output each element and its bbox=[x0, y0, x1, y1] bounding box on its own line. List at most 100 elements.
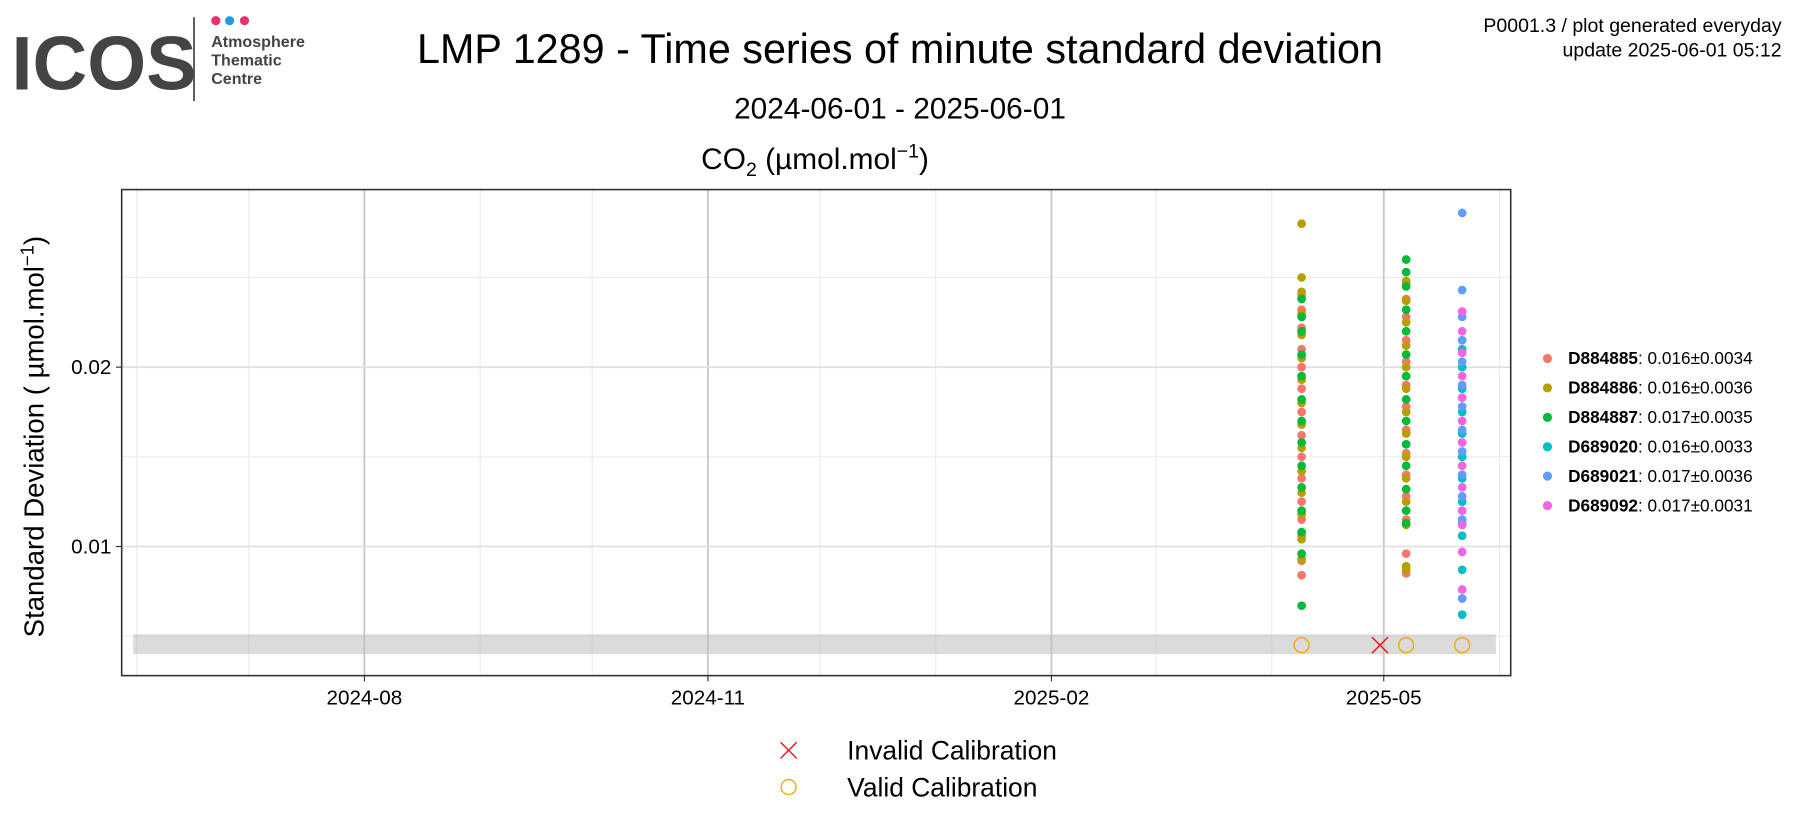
logo-line: Atmosphere bbox=[211, 33, 305, 51]
data-point bbox=[1401, 371, 1411, 381]
data-point bbox=[1297, 430, 1306, 440]
data-point bbox=[1297, 371, 1306, 381]
data-point bbox=[1401, 267, 1411, 277]
legend-name: D689021 bbox=[1568, 466, 1638, 486]
data-point bbox=[1401, 326, 1411, 336]
data-point bbox=[1457, 610, 1467, 620]
data-point bbox=[1297, 452, 1306, 462]
panel-title-part: (µmol.mol bbox=[757, 143, 897, 176]
data-point bbox=[1297, 395, 1306, 404]
data-point bbox=[1297, 601, 1306, 611]
data-point bbox=[1457, 208, 1467, 218]
data-point bbox=[1297, 384, 1306, 394]
y-label-part: ) bbox=[19, 236, 50, 245]
data-point bbox=[1401, 506, 1411, 515]
data-point bbox=[1457, 371, 1467, 381]
note: update 2025-06-01 05:12 bbox=[1563, 39, 1782, 61]
legend-label: D884885: 0.016±0.0034 bbox=[1568, 348, 1753, 368]
data-point bbox=[1297, 438, 1306, 447]
data-point bbox=[1297, 326, 1306, 336]
legend-summary: : 0.017±0.0031 bbox=[1638, 495, 1753, 515]
legend-swatch bbox=[1542, 383, 1553, 393]
legend-name: D884887 bbox=[1568, 407, 1638, 427]
data-point bbox=[1457, 531, 1467, 541]
panel-title: CO2 (µmol.mol−1) bbox=[701, 140, 929, 180]
note: P0001.3 / plot generated everyday bbox=[1483, 15, 1781, 37]
data-point bbox=[1401, 350, 1411, 359]
data-point bbox=[1457, 438, 1467, 447]
legend-swatch bbox=[1542, 412, 1553, 422]
data-point bbox=[1401, 317, 1411, 327]
data-point bbox=[1401, 549, 1411, 559]
data-point bbox=[1297, 461, 1306, 471]
plot-background bbox=[121, 189, 1511, 676]
data-point bbox=[1401, 473, 1411, 483]
data-point bbox=[1297, 549, 1306, 559]
logo-line: Centre bbox=[211, 70, 262, 88]
data-point bbox=[1297, 407, 1306, 417]
data-point bbox=[1457, 470, 1467, 480]
data-point bbox=[1457, 565, 1467, 575]
legend-swatch bbox=[1542, 353, 1553, 364]
data-point bbox=[1297, 287, 1306, 297]
data-point bbox=[1457, 285, 1467, 295]
legend-name: D884885 bbox=[1568, 348, 1638, 368]
legend-summary: : 0.016±0.0034 bbox=[1638, 348, 1753, 368]
legend-label: D689092: 0.017±0.0031 bbox=[1568, 495, 1753, 515]
legend-swatch bbox=[1542, 471, 1553, 481]
data-point bbox=[1297, 350, 1306, 359]
logo-dot bbox=[225, 16, 235, 26]
data-point bbox=[1297, 219, 1306, 229]
legend-label: Invalid Calibration bbox=[847, 735, 1057, 765]
y-label-part: Standard Deviation ( µmol.mol bbox=[19, 266, 50, 637]
y-tick-label: 0.01 bbox=[71, 535, 111, 558]
data-point bbox=[1457, 506, 1467, 515]
data-point bbox=[1401, 255, 1411, 264]
legend-name: D689092 bbox=[1568, 495, 1638, 515]
data-point bbox=[1457, 402, 1467, 411]
data-point bbox=[1401, 296, 1411, 306]
logo-dot bbox=[211, 16, 221, 26]
logo-line: Thematic bbox=[211, 51, 282, 69]
data-point bbox=[1401, 461, 1411, 471]
data-point bbox=[1457, 348, 1467, 358]
x-tick-label: 2024-08 bbox=[327, 686, 403, 709]
data-point bbox=[1401, 484, 1411, 494]
calibration-marker bbox=[1454, 636, 1471, 654]
data-point bbox=[1401, 407, 1411, 417]
data-point bbox=[1297, 473, 1306, 483]
x-tick-label: 2024-11 bbox=[671, 686, 745, 709]
legend-label: D884887: 0.017±0.0035 bbox=[1568, 407, 1753, 427]
data-point bbox=[1457, 357, 1467, 367]
legend-name: D689020 bbox=[1568, 436, 1638, 456]
data-point bbox=[1457, 594, 1467, 603]
data-point bbox=[1457, 482, 1467, 492]
data-point bbox=[1457, 491, 1467, 501]
legend-summary: : 0.017±0.0036 bbox=[1638, 466, 1753, 486]
data-point bbox=[1401, 439, 1411, 449]
calibration-marker bbox=[1398, 636, 1415, 654]
data-point bbox=[1297, 506, 1306, 515]
data-point bbox=[1401, 561, 1411, 571]
data-point bbox=[1401, 282, 1411, 291]
calibration-marker bbox=[1371, 636, 1389, 654]
data-point bbox=[1457, 425, 1467, 435]
legend-label: Valid Calibration bbox=[847, 772, 1037, 802]
data-point bbox=[1297, 294, 1306, 304]
chart-subtitle: 2024-06-01 - 2025-06-01 bbox=[734, 92, 1066, 125]
data-point bbox=[1297, 570, 1306, 580]
data-point bbox=[1457, 326, 1467, 336]
data-point bbox=[1297, 534, 1306, 544]
x-tick-label: 2025-02 bbox=[1014, 686, 1090, 709]
legend-name: D884886 bbox=[1568, 378, 1638, 398]
data-point bbox=[1297, 362, 1306, 372]
legend-symbol bbox=[780, 741, 798, 759]
data-point bbox=[1457, 393, 1467, 403]
chart-title: LMP 1289 - Time series of minute standar… bbox=[417, 26, 1383, 72]
legend-label: D689021: 0.017±0.0036 bbox=[1568, 466, 1753, 486]
legend-summary: : 0.017±0.0035 bbox=[1638, 407, 1753, 427]
data-point bbox=[1297, 312, 1306, 322]
data-point bbox=[1457, 547, 1467, 557]
data-point bbox=[1457, 335, 1467, 345]
